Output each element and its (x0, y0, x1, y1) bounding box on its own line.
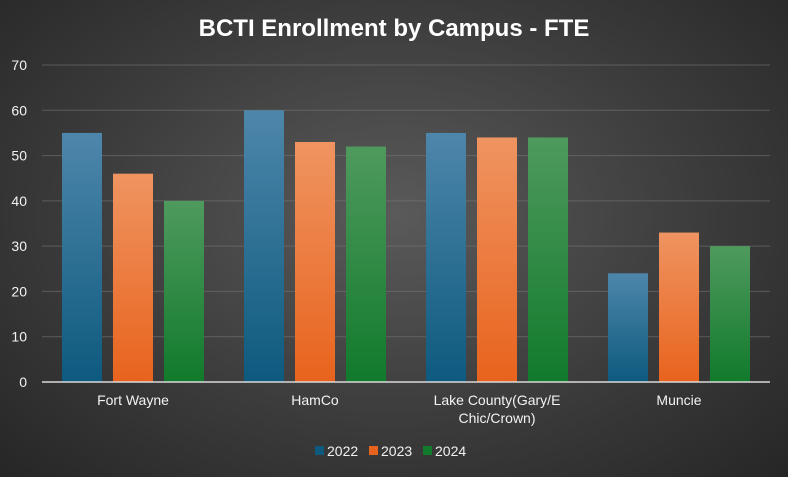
chart-title: BCTI Enrollment by Campus - FTE (199, 15, 590, 42)
x-axis-categories: Fort Wayne HamCo Lake County(Gary/E Chic/Cr… (97, 392, 702, 426)
legend: 2022 2023 2024 (315, 443, 466, 459)
bar-2023-lake-county-gary-e-chic-crown- (477, 137, 517, 382)
x-category-label: Fort Wayne (97, 392, 169, 408)
x-category-label: Chic/Crown) (458, 410, 535, 426)
legend-swatch-2024 (423, 446, 432, 455)
bar-2024-hamco (346, 146, 386, 382)
bar-2022-lake-county-gary-e-chic-crown- (426, 132, 466, 382)
gridlines (42, 64, 770, 338)
bar-2023-fort-wayne (113, 173, 153, 382)
y-tick-label: 40 (11, 193, 27, 209)
y-axis-ticks: 0 10 20 30 40 50 60 70 (11, 57, 27, 390)
bar-2023-hamco (295, 141, 335, 382)
y-tick-label: 50 (11, 148, 27, 164)
y-tick-label: 30 (11, 238, 27, 254)
y-tick-label: 0 (19, 374, 27, 390)
bar-2024-fort-wayne (164, 200, 204, 382)
x-category-label: Lake County(Gary/E (434, 392, 561, 408)
bar-2023-muncie (659, 232, 699, 382)
legend-swatch-2022 (315, 446, 324, 455)
legend-label: 2022 (327, 443, 358, 459)
y-tick-label: 70 (11, 57, 27, 73)
bar-2022-muncie (608, 273, 648, 382)
y-tick-label: 10 (11, 329, 27, 345)
x-category-label: Muncie (656, 392, 701, 408)
bar-2022-fort-wayne (62, 132, 102, 382)
bars (62, 110, 750, 383)
y-tick-label: 20 (11, 283, 27, 299)
legend-swatch-2023 (369, 446, 378, 455)
bar-2024-lake-county-gary-e-chic-crown- (528, 137, 568, 382)
bar-2024-muncie (710, 246, 750, 382)
legend-label: 2024 (435, 443, 466, 459)
y-tick-label: 60 (11, 102, 27, 118)
x-category-label: HamCo (291, 392, 339, 408)
bar-2022-hamco (244, 110, 284, 383)
legend-label: 2023 (381, 443, 412, 459)
